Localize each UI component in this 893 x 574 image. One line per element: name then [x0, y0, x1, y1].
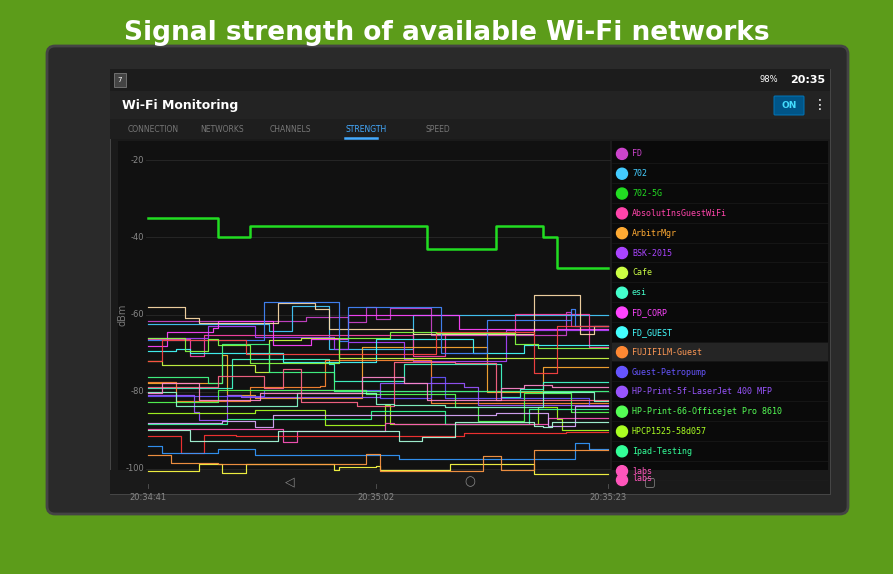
Text: FD_GUEST: FD_GUEST	[632, 328, 672, 337]
Text: Guest-Petropump: Guest-Petropump	[632, 367, 707, 377]
Text: HP-Print-5f-LaserJet 400 MFP: HP-Print-5f-LaserJet 400 MFP	[632, 387, 772, 396]
Text: ▢: ▢	[644, 475, 655, 488]
Text: -60: -60	[130, 310, 144, 319]
Circle shape	[616, 208, 628, 219]
Text: 20:35:23: 20:35:23	[589, 493, 627, 502]
Text: -40: -40	[130, 233, 144, 242]
Circle shape	[616, 347, 628, 358]
Text: esi: esi	[632, 288, 647, 297]
Circle shape	[616, 267, 628, 278]
Bar	[612, 343, 828, 362]
Text: CHANNELS: CHANNELS	[270, 125, 312, 134]
Bar	[612, 141, 828, 488]
Circle shape	[616, 287, 628, 298]
Circle shape	[616, 446, 628, 457]
Text: ⋮: ⋮	[813, 99, 827, 113]
FancyBboxPatch shape	[774, 96, 804, 115]
Text: SPEED: SPEED	[425, 125, 450, 134]
Text: FD: FD	[632, 149, 642, 158]
Text: Wi-Fi Monitoring: Wi-Fi Monitoring	[122, 99, 238, 111]
Text: 20:34:41: 20:34:41	[129, 493, 167, 502]
Bar	[110, 470, 830, 494]
Text: ON: ON	[781, 101, 797, 110]
Text: AbsolutInsGuestWiFi: AbsolutInsGuestWiFi	[632, 209, 727, 218]
Text: FUJIFILM-Guest: FUJIFILM-Guest	[632, 348, 702, 356]
Bar	[118, 141, 610, 488]
Text: 702-5G: 702-5G	[632, 189, 662, 198]
Text: -100: -100	[125, 464, 144, 473]
Text: BSK-2015: BSK-2015	[632, 249, 672, 258]
Circle shape	[616, 307, 628, 318]
Text: 20:35:02: 20:35:02	[357, 493, 394, 502]
Text: NETWORKS: NETWORKS	[200, 125, 244, 134]
Text: FD_CORP: FD_CORP	[632, 308, 667, 317]
Bar	[110, 91, 830, 119]
Text: 20:35: 20:35	[790, 75, 825, 85]
Circle shape	[616, 168, 628, 179]
Text: HP-Print-66-Officejet Pro 8610: HP-Print-66-Officejet Pro 8610	[632, 407, 782, 416]
Circle shape	[616, 247, 628, 258]
Text: -20: -20	[130, 156, 144, 165]
Text: 98%: 98%	[759, 76, 778, 84]
Circle shape	[616, 386, 628, 397]
Circle shape	[616, 228, 628, 239]
Text: Ipad-Testing: Ipad-Testing	[632, 447, 692, 456]
Text: ◁: ◁	[285, 475, 295, 488]
FancyBboxPatch shape	[47, 46, 848, 514]
Circle shape	[616, 188, 628, 199]
Circle shape	[616, 367, 628, 378]
Circle shape	[616, 149, 628, 160]
Text: labs: labs	[632, 474, 652, 483]
Circle shape	[616, 406, 628, 417]
Text: HPCP1525-58d057: HPCP1525-58d057	[632, 427, 707, 436]
Bar	[110, 69, 830, 91]
Text: Cafe: Cafe	[632, 269, 652, 277]
Text: ○: ○	[464, 475, 475, 488]
Text: Signal strength of available Wi-Fi networks: Signal strength of available Wi-Fi netwo…	[124, 20, 769, 46]
Circle shape	[616, 426, 628, 437]
Text: dBm: dBm	[118, 303, 128, 325]
Text: STRENGTH: STRENGTH	[345, 125, 387, 134]
Text: labs: labs	[632, 467, 652, 476]
Circle shape	[616, 475, 628, 486]
Text: 7: 7	[118, 77, 122, 83]
Text: ArbitrMgr: ArbitrMgr	[632, 228, 677, 238]
Circle shape	[616, 327, 628, 338]
Text: -80: -80	[130, 387, 144, 396]
Bar	[110, 119, 830, 139]
Bar	[110, 69, 830, 494]
Bar	[114, 73, 126, 87]
Circle shape	[616, 466, 628, 476]
Text: CONNECTION: CONNECTION	[128, 125, 179, 134]
Text: 702: 702	[632, 169, 647, 178]
